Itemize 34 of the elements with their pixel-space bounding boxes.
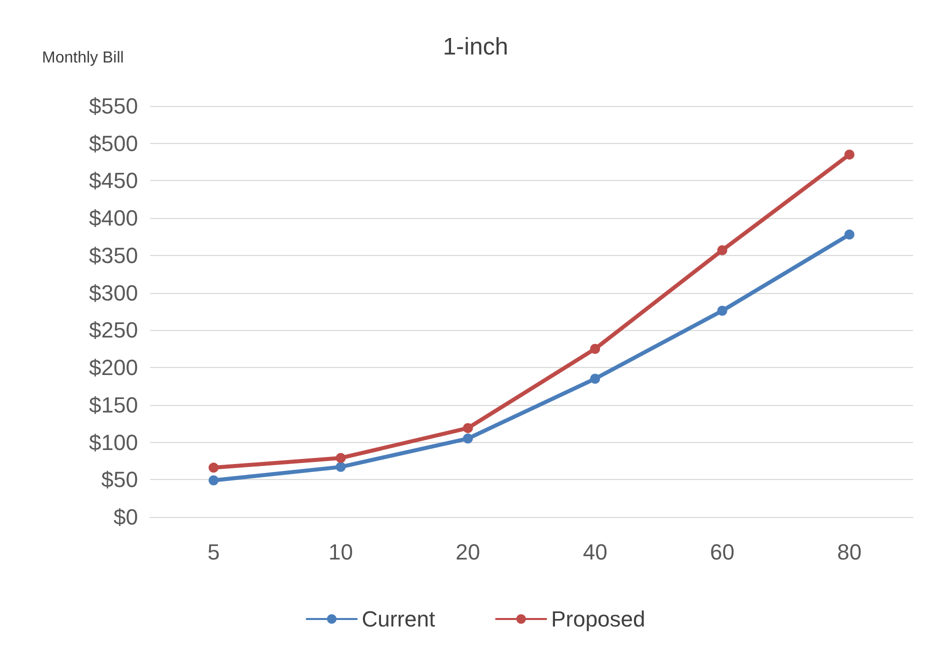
y-tick-label: $450 [89,168,138,194]
y-tick-label: $350 [89,242,138,268]
point [590,344,600,354]
x-tick-label: 80 [837,540,862,564]
point [208,475,219,486]
x-tick-label: 5 [207,540,220,564]
x-tick-label: 20 [456,540,480,564]
point [590,374,600,384]
point [208,462,219,473]
point [844,230,854,240]
point [462,423,473,434]
point [717,245,728,256]
y-tick-label: $400 [89,206,138,231]
point [717,306,728,316]
y-tick-label: $250 [89,318,138,343]
legend-label: Current [362,606,436,632]
y-tick-label: $50 [101,467,138,492]
y-axis-title: Monthly Bill [42,50,124,66]
y-tick-label: $150 [89,392,138,418]
chart-title: 1-inch [442,34,508,60]
legend-label: Proposed [551,606,646,632]
y-tick-label: $550 [89,94,138,118]
x-tick-label: 40 [582,540,608,564]
y-tick-label: $300 [89,280,138,306]
point [462,434,473,444]
x-tick-label: 10 [328,540,353,564]
point [844,150,854,160]
x-tick-label: 60 [710,540,734,564]
y-tick-label: $0 [114,504,138,530]
point [336,462,346,472]
y-tick-label: $100 [89,430,138,455]
y-tick-label: $500 [89,130,138,156]
y-tick-label: $200 [89,355,138,380]
point [336,452,346,463]
